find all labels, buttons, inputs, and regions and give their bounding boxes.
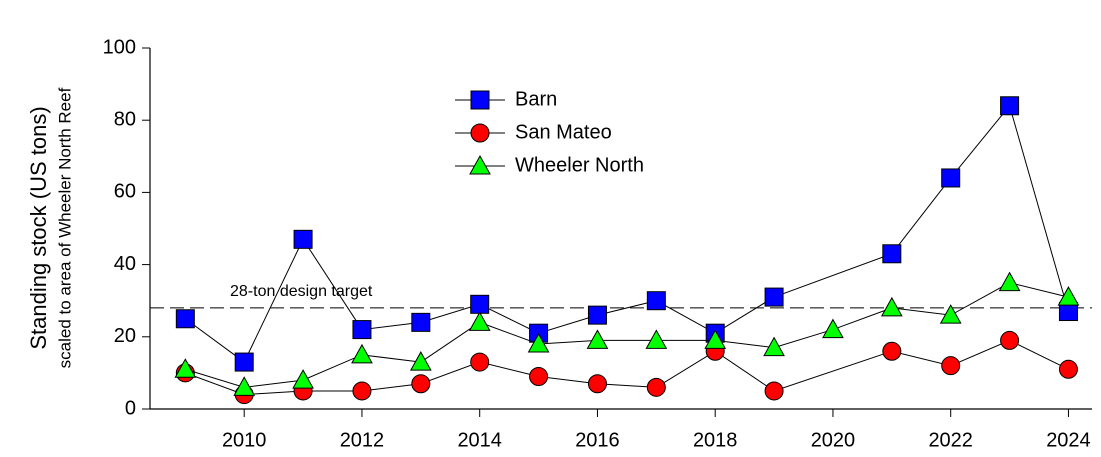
marker — [292, 369, 314, 389]
x-tick-label: 2022 — [928, 429, 973, 451]
marker — [411, 312, 431, 332]
legend-label: Wheeler North — [515, 154, 644, 176]
legend-marker — [470, 123, 490, 143]
marker — [1057, 286, 1080, 306]
marker — [175, 309, 195, 329]
marker — [941, 356, 961, 376]
marker — [880, 296, 903, 317]
marker — [174, 358, 197, 378]
marker — [352, 381, 372, 401]
marker — [941, 168, 961, 188]
marker — [763, 336, 785, 357]
marker — [587, 374, 607, 394]
marker — [234, 352, 254, 372]
legend-marker — [469, 154, 491, 175]
marker — [411, 374, 431, 394]
marker — [704, 329, 727, 349]
y-axis-subtitle: scaled to area of Wheeler North Reef — [55, 87, 74, 368]
marker — [1000, 330, 1020, 350]
marker — [882, 244, 902, 264]
marker — [527, 332, 550, 353]
y-tick-label: 60 — [114, 181, 136, 203]
marker — [470, 294, 490, 314]
y-tick-label: 100 — [103, 36, 136, 58]
marker — [822, 318, 844, 339]
marker — [293, 229, 313, 249]
marker — [998, 271, 1021, 292]
marker — [646, 291, 666, 311]
x-tick-label: 2018 — [693, 429, 738, 451]
x-tick-label: 2016 — [575, 429, 620, 451]
series-line — [185, 339, 1069, 396]
reference-label: 28-ton design target — [230, 283, 373, 300]
legend-marker — [470, 90, 490, 110]
marker — [764, 381, 784, 401]
marker — [764, 287, 784, 307]
y-tick-label: 80 — [114, 108, 136, 130]
legend-label: Barn — [515, 88, 557, 110]
y-tick-label: 40 — [114, 253, 136, 275]
series-line — [185, 104, 1069, 363]
marker — [1058, 359, 1078, 379]
marker — [233, 376, 256, 396]
marker — [1000, 96, 1020, 116]
marker — [352, 320, 372, 340]
y-tick-label: 20 — [114, 325, 136, 347]
x-tick-label: 2024 — [1046, 429, 1091, 451]
marker — [468, 311, 491, 331]
marker — [409, 351, 432, 371]
marker — [529, 367, 549, 387]
marker — [882, 341, 902, 361]
marker — [351, 343, 373, 364]
series-line — [185, 282, 1069, 388]
marker — [646, 377, 666, 397]
marker — [470, 352, 490, 372]
y-tick-label: 0 — [125, 397, 136, 419]
y-axis-title: Standing stock (US tons) — [26, 106, 51, 349]
x-tick-label: 2012 — [340, 429, 385, 451]
x-tick-label: 2010 — [222, 429, 267, 451]
legend-label: San Mateo — [515, 121, 612, 143]
x-tick-label: 2014 — [457, 429, 502, 451]
marker — [586, 329, 609, 349]
x-tick-label: 2020 — [811, 429, 856, 451]
marker — [939, 304, 962, 324]
marker — [587, 305, 607, 325]
marker — [645, 329, 668, 349]
